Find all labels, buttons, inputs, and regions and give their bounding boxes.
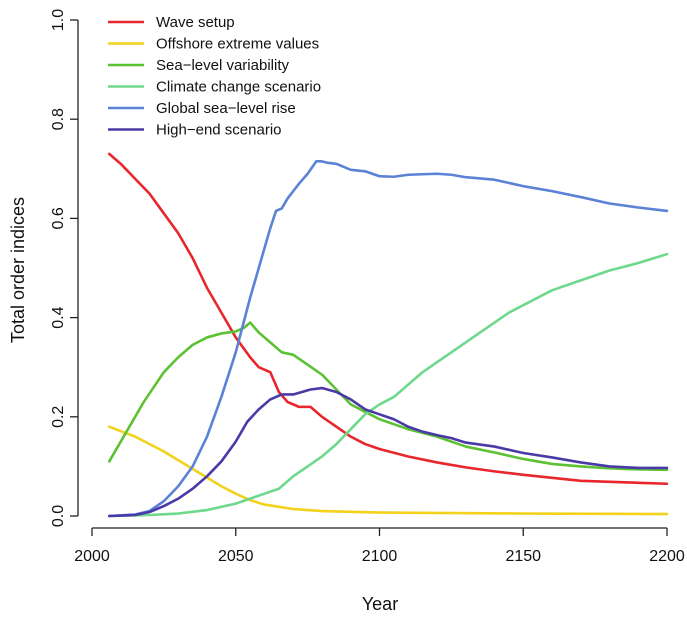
series-line-1 [107, 152, 669, 486]
legend-label: High−end scenario [156, 122, 282, 139]
series-line-5 [107, 160, 669, 518]
series-line-2 [107, 425, 669, 516]
x-tick-label: 2100 [362, 548, 398, 565]
x-tick-label: 2150 [505, 548, 541, 565]
legend: Wave setup Offshore extreme values Sea−lev… [108, 14, 321, 139]
series-lines [107, 152, 669, 518]
y-axis-title: Total order indices [8, 197, 28, 343]
y-tick-label: 0.6 [50, 207, 67, 229]
y-tick-label: 1.0 [50, 9, 67, 31]
y-tick-label: 0.8 [50, 108, 67, 130]
legend-label: Global sea−level rise [156, 100, 296, 117]
legend-label: Sea−level variability [156, 57, 289, 74]
x-axis-title: Year [362, 594, 398, 614]
legend-label: Wave setup [156, 14, 235, 31]
x-tick-label: 2200 [649, 548, 685, 565]
y-tick-label: 0.2 [50, 406, 67, 428]
y-tick-label: 0.0 [50, 505, 67, 527]
series-line-3 [107, 321, 669, 472]
legend-label: Climate change scenario [156, 79, 321, 96]
x-tick-label: 2050 [218, 548, 254, 565]
x-tick-label: 2000 [74, 548, 110, 565]
series-line-6 [107, 386, 669, 518]
legend-label: Offshore extreme values [156, 36, 319, 53]
y-tick-label: 0.4 [50, 306, 67, 328]
series-line-4 [107, 252, 669, 518]
y-ticks: 0.0 0.2 0.4 0.6 0.8 1.0 [50, 9, 78, 527]
x-ticks: 2000 2050 2100 2150 2200 [74, 528, 685, 565]
